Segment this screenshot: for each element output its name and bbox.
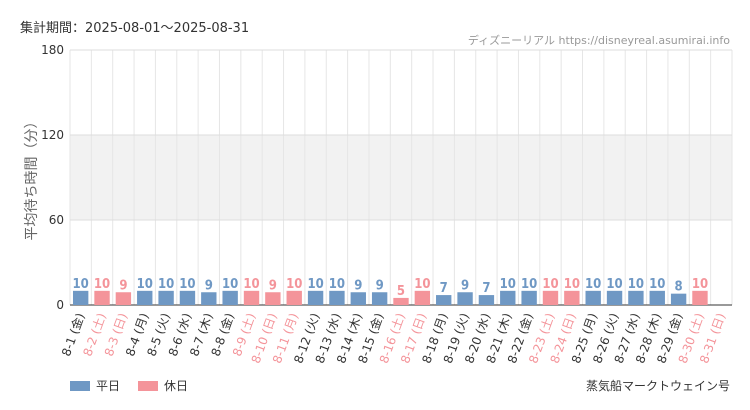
bar-value-label: 10 [649, 277, 665, 292]
bar [158, 290, 174, 305]
legend-label-holiday: 休日 [164, 379, 189, 393]
bar [457, 292, 473, 305]
bar [286, 290, 302, 305]
bar-value-label: 9 [205, 278, 213, 293]
legend-item-weekday: 平日 [70, 377, 120, 394]
bar [670, 293, 687, 305]
bar [137, 290, 153, 305]
bar [436, 295, 452, 305]
bar [329, 290, 345, 305]
legend-swatch-weekday [70, 380, 90, 391]
bar [585, 290, 601, 305]
y-axis-label: 平均待ち時間（分） [24, 115, 40, 241]
attraction-name: 蒸気船マークトウェイン号 [585, 379, 730, 393]
legend-item-holiday: 休日 [138, 377, 188, 394]
bar [371, 292, 388, 305]
bar-value-label: 10 [307, 277, 323, 292]
bar-value-label: 9 [354, 278, 362, 293]
bar [692, 290, 708, 305]
bar-value-label: 10 [500, 277, 516, 292]
bar [500, 290, 516, 305]
bar-value-label: 7 [482, 281, 490, 296]
bar-value-label: 10 [564, 277, 580, 292]
bar-value-label: 8 [675, 280, 683, 295]
bar-value-label: 10 [414, 277, 430, 292]
bar [414, 290, 431, 305]
bar-value-label: 10 [73, 277, 89, 292]
bar-value-label: 9 [461, 278, 469, 293]
y-tick-label: 0 [56, 298, 64, 312]
bar-value-label: 10 [243, 277, 259, 292]
y-tick-label: 180 [41, 43, 64, 57]
bar [350, 292, 366, 305]
bar-value-label: 10 [542, 277, 558, 292]
bar-value-label: 9 [269, 278, 277, 293]
period-label: 集計期間：2025-08-01〜2025-08-31 [20, 21, 250, 36]
bar-value-label: 5 [397, 284, 405, 299]
legend-swatch-holiday [138, 380, 159, 391]
bar [649, 290, 665, 305]
bar-value-label: 10 [521, 277, 537, 292]
bar-value-label: 9 [119, 278, 127, 293]
bar [201, 292, 217, 305]
bar [94, 290, 110, 305]
bar [307, 290, 324, 305]
bar-value-label: 10 [222, 277, 238, 292]
source-credit: ディズニーリアル https://disneyreal.asumirai.inf… [467, 34, 730, 47]
bar-value-label: 9 [376, 278, 384, 293]
bar-value-label: 10 [329, 277, 345, 292]
bar [393, 297, 409, 305]
legend-label-weekday: 平日 [96, 379, 121, 393]
bar [478, 295, 495, 305]
bar [628, 290, 644, 305]
bar [606, 290, 623, 305]
y-tick-label: 60 [49, 213, 64, 227]
bar [115, 292, 132, 305]
bar-value-label: 10 [628, 277, 644, 292]
bar [179, 290, 196, 305]
bar [72, 290, 89, 305]
bar [542, 290, 559, 305]
bar [222, 290, 238, 305]
bar [564, 290, 580, 305]
bar-value-label: 10 [585, 277, 601, 292]
bar-value-label: 10 [158, 277, 174, 292]
bar [243, 290, 260, 305]
bar [521, 290, 537, 305]
bar-value-label: 10 [286, 277, 302, 292]
y-tick-label: 120 [41, 128, 64, 142]
bar-value-label: 10 [606, 277, 622, 292]
bar-value-label: 10 [94, 277, 110, 292]
bar [265, 292, 281, 305]
band-60-120 [70, 135, 732, 220]
bar-value-label: 10 [137, 277, 153, 292]
bar-value-label: 10 [179, 277, 195, 292]
legend: 平日 休日 [70, 377, 188, 394]
bar-value-label: 7 [440, 281, 448, 296]
bar-value-label: 10 [692, 277, 708, 292]
